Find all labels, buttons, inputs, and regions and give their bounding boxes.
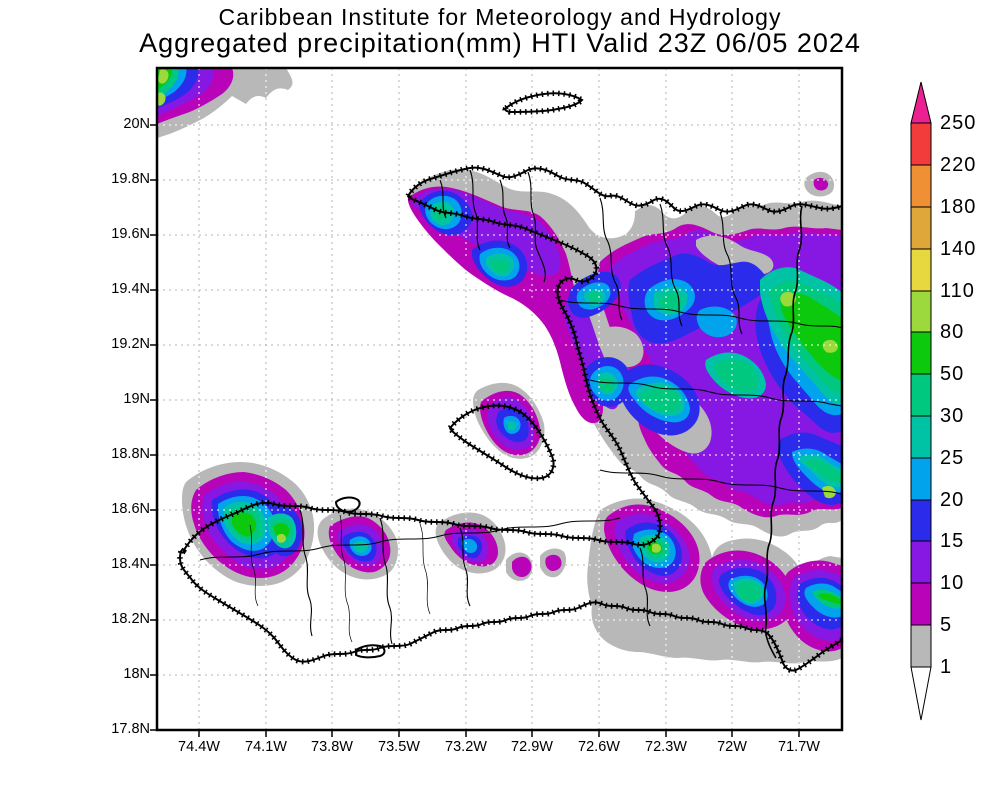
colorbar-arrow-up (910, 81, 932, 124)
lat-tick-label: 19.6N (111, 226, 150, 242)
lon-tick-label: 74.4W (178, 739, 220, 755)
colorbar (910, 81, 932, 721)
colorbar-tick-label: 15 (940, 530, 965, 552)
lat-tick-label: 18.2N (111, 611, 150, 627)
lat-tick-label: 19.2N (111, 336, 150, 352)
colorbar-tick-label: 220 (940, 154, 977, 176)
lat-tick-label: 18N (123, 666, 150, 682)
figure-subtitle: Aggregated precipitation(mm) HTI Valid 2… (139, 28, 861, 58)
colorbar-segment (910, 540, 932, 584)
colorbar-tick-label: 80 (940, 321, 965, 343)
colorbar-segment (910, 206, 932, 250)
lon-tick-label: 74.1W (245, 739, 287, 755)
plot-frame (155, 66, 844, 732)
colorbar-segment (910, 290, 932, 333)
colorbar-tick-label: 5 (940, 614, 953, 636)
lat-tick-label: 19N (123, 391, 150, 407)
colorbar-tick-label: 20 (940, 489, 965, 511)
colorbar-segment (910, 582, 932, 626)
figure-title: Caribbean Institute for Meteorology and … (218, 4, 782, 30)
colorbar-segment (910, 457, 932, 501)
colorbar-tick-label: 110 (940, 280, 975, 302)
lon-tick-label: 73.8W (311, 739, 353, 755)
lat-tick-label: 20N (123, 116, 150, 132)
colorbar-segment (910, 624, 932, 668)
colorbar-segment (910, 248, 932, 292)
colorbar-segment (910, 331, 932, 375)
lat-tick-label: 19.4N (111, 281, 150, 297)
colorbar-segment (910, 415, 932, 459)
axis-ticks (150, 124, 800, 737)
precipitation-shading (157, 68, 842, 664)
colorbar-segment (910, 499, 932, 542)
coastlines-and-borders (177, 90, 844, 674)
colorbar-tick-label: 180 (940, 196, 977, 218)
lon-tick-label: 72.3W (645, 739, 687, 755)
lon-tick-label: 71.7W (778, 739, 820, 755)
lat-tick-label: 17.8N (111, 721, 150, 737)
colorbar-tick-label: 10 (940, 572, 965, 594)
lat-tick-label: 18.6N (111, 501, 150, 517)
colorbar-arrow-down (910, 666, 932, 721)
lat-tick-label: 18.8N (111, 446, 150, 462)
colorbar-tick-label: 250 (940, 112, 977, 134)
colorbar-segment (910, 122, 932, 166)
colorbar-tick-label: 140 (940, 238, 977, 260)
lon-tick-label: 73.5W (378, 739, 420, 755)
lat-tick-label: 18.4N (111, 556, 150, 572)
lon-tick-label: 72W (717, 739, 747, 755)
colorbar-tick-label: 50 (940, 363, 965, 385)
colorbar-tick-label: 25 (940, 447, 965, 469)
colorbar-tick-label: 30 (940, 405, 965, 427)
lon-tick-label: 73.2W (445, 739, 487, 755)
lat-tick-label: 19.8N (111, 171, 150, 187)
lon-tick-label: 72.6W (578, 739, 620, 755)
colorbar-segment (910, 164, 932, 208)
colorbar-segment (910, 373, 932, 417)
colorbar-tick-label: 1 (940, 656, 953, 678)
lon-tick-label: 72.9W (511, 739, 553, 755)
